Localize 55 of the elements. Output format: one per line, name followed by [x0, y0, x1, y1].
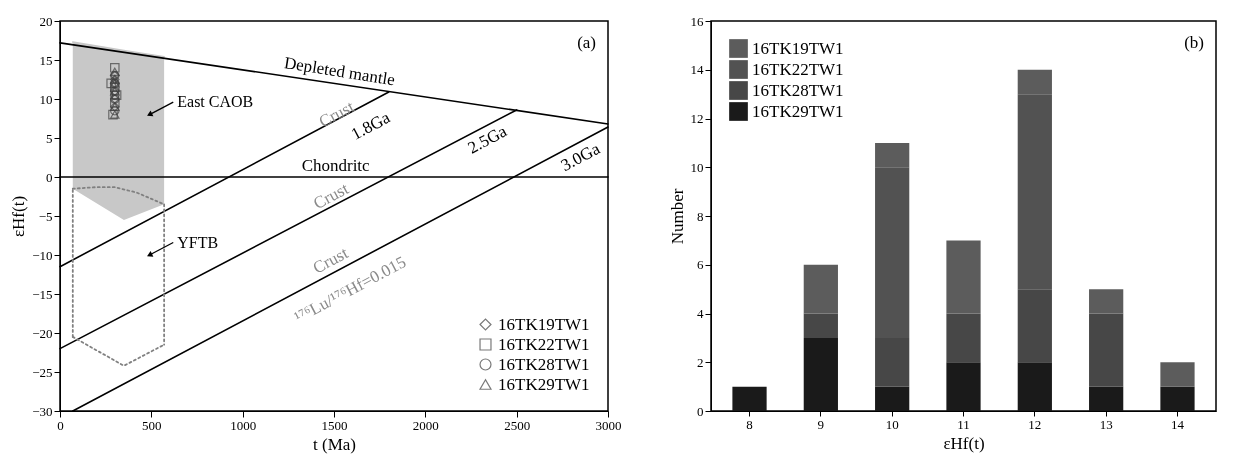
y-tick-label: 15 — [39, 52, 53, 68]
y-tick-label: −20 — [32, 325, 53, 341]
x-tick-label: 500 — [142, 417, 162, 433]
y-tick-label: 0 — [697, 403, 704, 419]
annotation: YFTB — [177, 233, 219, 251]
x-tick-label: 9 — [817, 416, 825, 432]
annotation: 2.5Ga — [464, 121, 511, 158]
x-tick-label: 3000 — [595, 417, 622, 433]
x-tick-label: 8 — [746, 416, 753, 432]
x-tick-label: 12 — [1028, 416, 1042, 432]
x-tick-label: 1500 — [321, 417, 348, 433]
legend-label: 16TK28TW1 — [498, 354, 590, 374]
x-tick-label: 2500 — [504, 417, 531, 433]
legend-label: 16TK19TW1 — [752, 38, 844, 58]
y-tick-label: 6 — [697, 257, 704, 273]
y-tick-label: 10 — [39, 91, 53, 107]
y-tick-label: 0 — [46, 169, 53, 185]
x-tick-label: 1000 — [230, 417, 257, 433]
y-tick-label: −5 — [38, 208, 53, 224]
legend-label: 16TK22TW1 — [752, 59, 844, 79]
y-tick-label: 12 — [690, 111, 704, 126]
y-tick-label: −25 — [32, 364, 53, 380]
y-tick-label: 5 — [46, 130, 53, 146]
annotation: East CAOB — [177, 93, 254, 111]
annotation: 3.0Ga — [557, 138, 604, 176]
annotation: Crust — [310, 178, 352, 214]
annotation: (b) — [1184, 33, 1204, 52]
x-tick-label: 11 — [957, 416, 970, 432]
y-axis-title: εHf(t) — [9, 195, 29, 238]
y-tick-label: −15 — [32, 286, 53, 302]
legend-label: 16TK29TW1 — [752, 101, 844, 121]
x-tick-label: 13 — [1099, 416, 1113, 432]
y-tick-label: 8 — [697, 208, 704, 224]
annotation: Chondritc — [301, 156, 371, 176]
x-tick-label: 14 — [1170, 416, 1185, 432]
legend-label: 16TK22TW1 — [498, 334, 590, 354]
y-axis-title: Number — [667, 188, 687, 245]
y-tick-label: 4 — [697, 306, 704, 321]
annotation: (a) — [577, 33, 596, 52]
y-tick-label: 2 — [697, 354, 704, 370]
x-axis-title: εHf(t) — [943, 433, 985, 453]
y-tick-label: 16 — [690, 13, 704, 29]
y-tick-label: 14 — [690, 62, 704, 78]
y-tick-label: −30 — [32, 403, 53, 419]
x-tick-label: 10 — [885, 416, 899, 432]
x-tick-label: 2000 — [412, 417, 439, 433]
legend-label: 16TK29TW1 — [498, 374, 590, 394]
y-tick-label: 20 — [39, 13, 53, 29]
x-tick-label: 0 — [57, 417, 64, 433]
x-axis-title: t (Ma) — [313, 434, 356, 454]
y-tick-label: −10 — [32, 247, 53, 263]
annotation: Depleted mantle — [282, 53, 397, 90]
legend-label: 16TK28TW1 — [752, 80, 844, 100]
legend-label: 16TK19TW1 — [498, 314, 590, 334]
y-tick-label: 10 — [690, 159, 704, 175]
